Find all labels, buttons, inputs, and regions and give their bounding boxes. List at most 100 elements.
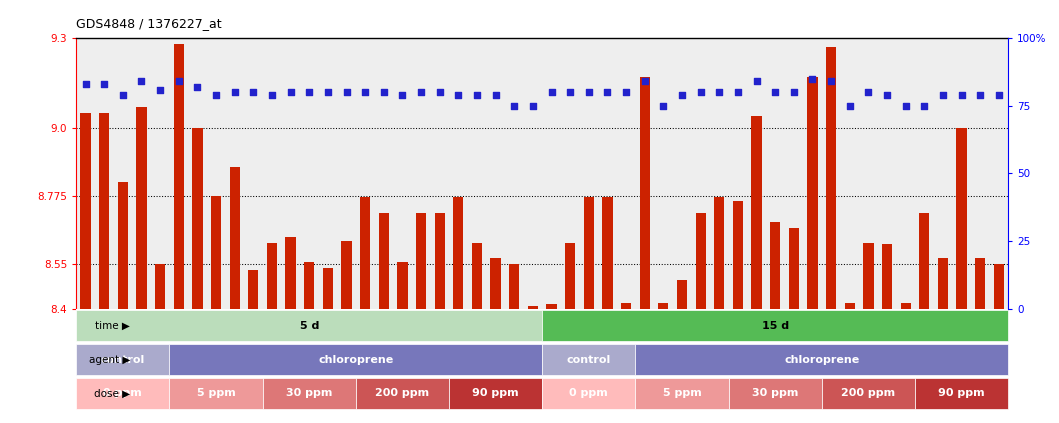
Point [804,75,821,82]
Point [375,89,392,96]
Bar [900,303,911,309]
Bar [733,201,743,309]
Bar [169,378,263,409]
Bar [975,258,985,309]
Bar [677,280,687,309]
Point [786,89,803,96]
Point [730,89,747,96]
Bar [416,212,426,309]
Point [450,91,467,98]
Point [823,78,840,85]
Bar [640,77,650,309]
Text: 0 ppm: 0 ppm [104,388,142,398]
Point [301,89,318,96]
Bar [341,241,352,309]
Bar [76,310,542,341]
Text: 5 ppm: 5 ppm [663,388,701,398]
Bar [919,212,930,309]
Bar [453,198,464,309]
Bar [118,182,128,309]
Bar [584,198,594,309]
Text: GDS4848 / 1376227_at: GDS4848 / 1376227_at [76,16,222,30]
Bar [789,228,798,309]
Text: 0 ppm: 0 ppm [570,388,608,398]
Bar [938,258,948,309]
Bar [155,264,165,309]
Point [170,78,187,85]
Point [953,91,970,98]
Bar [863,243,874,309]
Bar [542,310,1008,341]
Bar [356,378,449,409]
Bar [379,212,389,309]
Text: time ▶: time ▶ [95,321,130,331]
Bar [169,344,542,375]
Bar [304,262,315,309]
Point [916,102,933,109]
Bar [542,344,635,375]
Text: 90 ppm: 90 ppm [472,388,519,398]
Point [654,102,671,109]
Bar [449,378,542,409]
Point [506,102,523,109]
Bar [714,198,724,309]
Text: control: control [101,354,145,365]
Bar [635,378,729,409]
Bar [542,378,635,409]
Bar [286,236,295,309]
Bar [248,270,258,309]
Text: control: control [567,354,611,365]
Bar [659,303,668,309]
Point [841,102,858,109]
Point [431,89,448,96]
Point [972,91,989,98]
Bar [211,196,221,309]
Bar [174,44,184,309]
Bar [546,304,557,309]
Point [394,91,411,98]
Point [879,91,896,98]
Text: chloroprene: chloroprene [784,354,860,365]
Point [413,89,430,96]
Point [114,91,131,98]
Bar [100,113,109,309]
Point [264,91,281,98]
Bar [397,262,408,309]
Bar [729,378,822,409]
Point [208,91,225,98]
Bar [752,116,761,309]
Point [487,91,504,98]
Text: 200 ppm: 200 ppm [375,388,430,398]
Bar [76,378,169,409]
Point [468,91,485,98]
Bar [527,306,538,309]
Point [543,89,560,96]
Text: 15 d: 15 d [761,321,789,331]
Point [227,89,244,96]
Bar [360,198,371,309]
Bar [137,107,146,309]
Point [617,89,634,96]
Bar [956,128,967,309]
Bar [826,47,837,309]
Point [189,83,205,90]
Bar [822,378,915,409]
Point [711,89,728,96]
Bar [193,128,202,309]
Text: 30 ppm: 30 ppm [752,388,798,398]
Point [133,78,150,85]
Bar [323,268,333,309]
Bar [696,212,705,309]
Bar [807,77,818,309]
Text: 200 ppm: 200 ppm [841,388,896,398]
Bar [770,222,780,309]
Bar [509,264,519,309]
Text: 5 d: 5 d [300,321,319,331]
Point [77,81,94,88]
Bar [267,243,277,309]
Point [151,86,168,93]
Bar [635,344,1008,375]
Bar [263,378,356,409]
Point [524,102,541,109]
Point [320,89,337,96]
